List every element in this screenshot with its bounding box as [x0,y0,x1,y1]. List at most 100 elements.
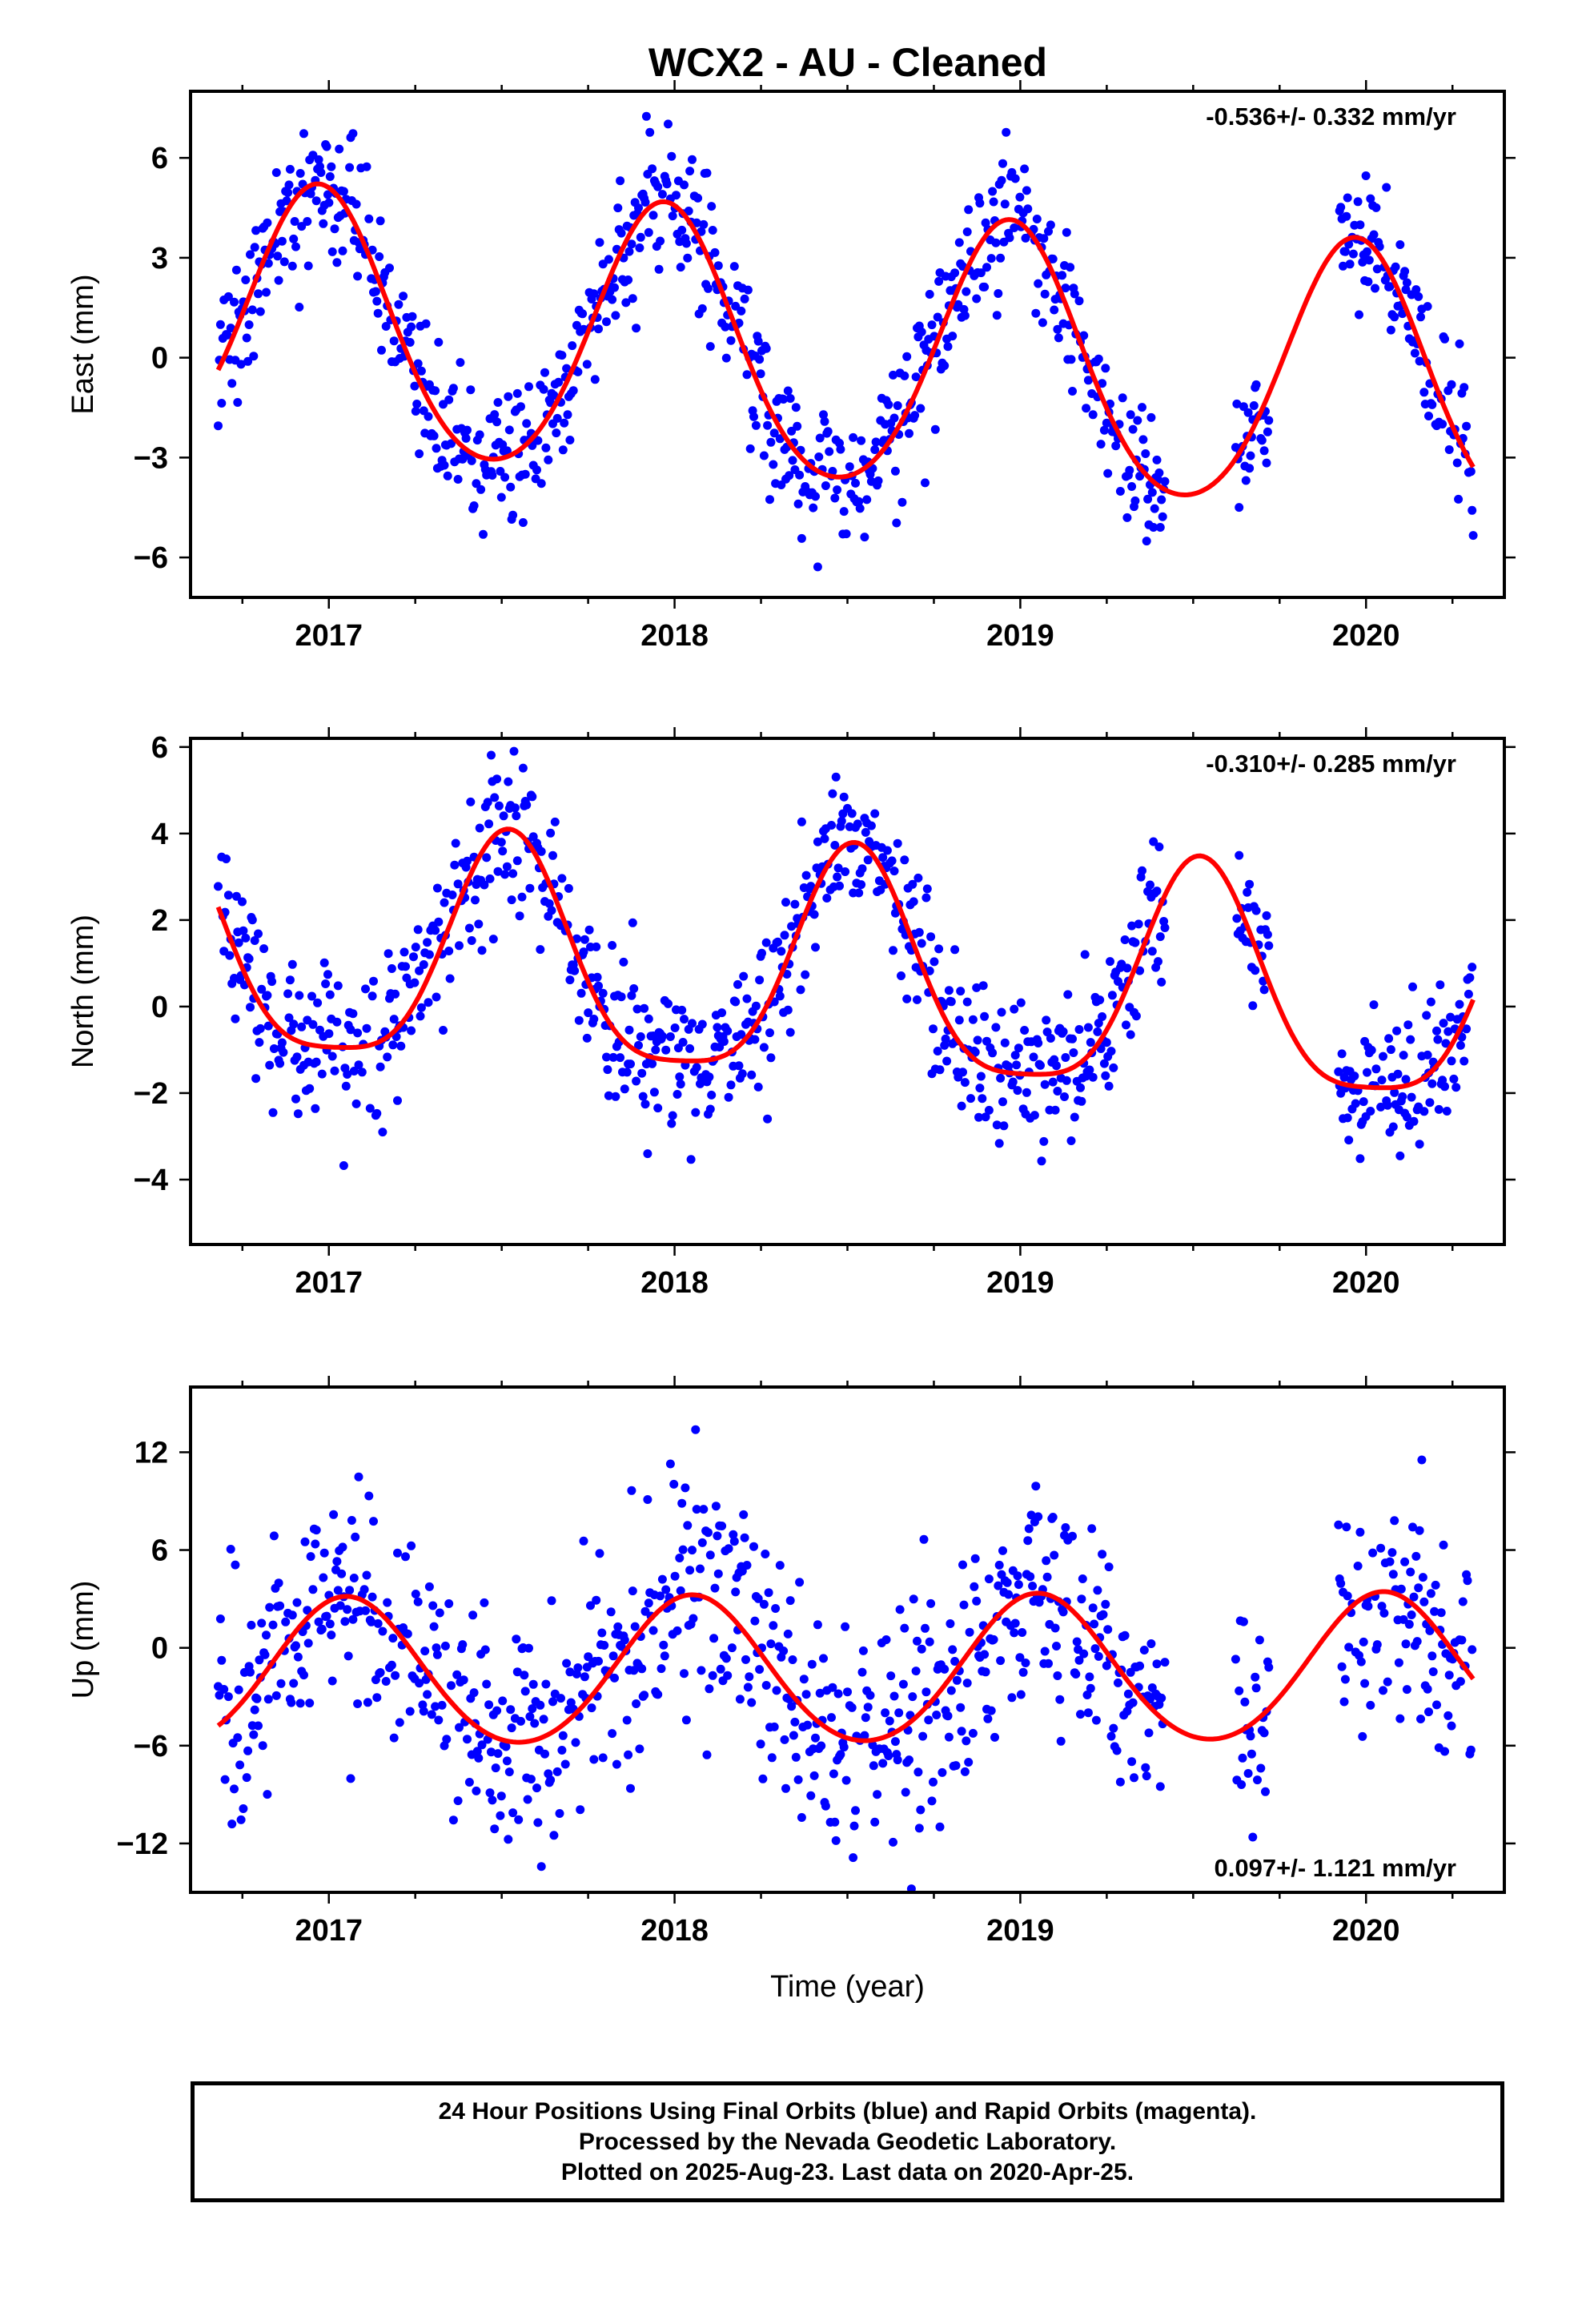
data-point [1336,1578,1346,1588]
data-point [1039,1136,1049,1146]
data-point [250,243,259,252]
data-point [1109,1063,1118,1072]
data-point [624,1750,633,1759]
data-point [632,1699,641,1708]
data-point [994,1581,1003,1590]
data-point [988,1048,998,1058]
data-point [540,1749,549,1759]
data-point [624,1025,634,1035]
data-point [279,1047,288,1057]
data-point [254,1721,263,1731]
data-point [898,1679,908,1689]
data-point [620,1084,629,1094]
data-point [432,883,442,893]
data-point [1369,230,1379,239]
data-point [514,1815,524,1824]
data-point [324,198,334,207]
data-point [516,402,525,412]
data-point [335,1601,345,1610]
data-point [705,1072,714,1082]
data-point [518,763,528,773]
data-point [1379,1686,1387,1695]
data-point [1021,1659,1030,1667]
data-point [787,1702,797,1711]
data-point [401,962,410,971]
data-point [1122,513,1132,522]
data-point [1103,468,1113,478]
data-point [1427,1079,1437,1088]
data-point [1131,1011,1141,1021]
data-point [881,1635,891,1644]
data-point [455,941,464,951]
data-point [608,295,617,304]
data-point [723,1026,733,1035]
data-point [675,1554,685,1562]
data-point [616,228,626,238]
data-point [1261,1787,1270,1796]
data-point [828,1683,837,1692]
data-point [1118,393,1127,403]
data-point [560,418,569,428]
data-point [480,880,489,890]
data-point [403,1629,412,1638]
data-point [1029,1052,1038,1062]
data-point [785,1027,795,1037]
data-point [1418,1573,1427,1582]
data-point [476,485,486,494]
data-point [241,275,251,284]
data-point [1433,1035,1443,1044]
data-point [1083,1708,1093,1718]
data-point [1246,451,1255,460]
data-point [354,1060,363,1070]
data-point [319,958,329,967]
data-point [986,1706,996,1715]
data-point [1430,1606,1439,1616]
data-point [445,974,455,983]
data-point [319,1548,329,1558]
data-point [1076,1710,1085,1719]
data-point [306,189,315,199]
data-point [383,1052,392,1062]
data-point [1339,261,1347,271]
data-point [999,1121,1009,1131]
data-point [387,964,396,973]
data-point [772,1686,781,1695]
data-point [440,1641,450,1651]
data-point [293,1109,303,1119]
data-point [640,198,650,207]
data-point [440,898,449,907]
data-point [1379,1608,1389,1618]
data-point [516,1716,525,1726]
data-point [1048,254,1058,263]
data-point [819,410,828,420]
data-point [1408,1522,1417,1532]
x-tick-label: 2019 [986,1914,1054,1948]
data-point [371,287,380,296]
data-point [1123,1689,1133,1699]
data-point [616,992,626,1002]
data-point [1146,1639,1156,1648]
data-point [580,935,589,944]
data-point [325,990,335,999]
data-point [1439,1019,1448,1028]
data-point [544,455,553,464]
data-point [547,1596,556,1606]
data-point [1155,523,1165,532]
data-point [813,837,822,846]
fit-curve [215,181,1476,498]
data-point [626,1059,635,1069]
data-point [1106,1731,1116,1741]
data-point [1243,887,1252,897]
data-point [1130,496,1140,505]
data-point [626,1783,635,1793]
data-point [801,970,810,979]
data-point [1104,1081,1114,1091]
data-point [456,358,465,368]
data-point [532,465,541,475]
data-point [688,1546,697,1555]
data-point [1099,1059,1109,1068]
data-point [1093,1586,1102,1595]
data-point [251,226,261,235]
data-point [986,254,996,263]
